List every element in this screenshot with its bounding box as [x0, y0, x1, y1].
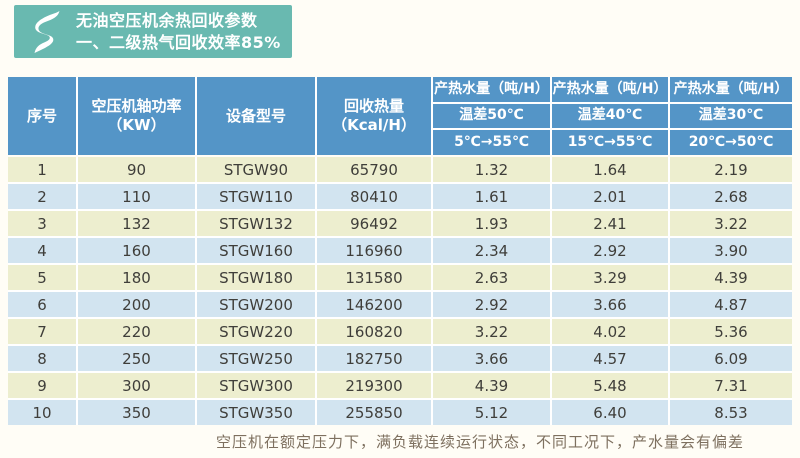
table-cell-w50: 1.32 [433, 157, 550, 182]
table-cell-model: STGW160 [197, 238, 315, 263]
table-cell-power: 180 [78, 265, 195, 290]
table-cell-w30: 2.68 [670, 184, 792, 209]
table-cell-w40: 5.48 [552, 373, 668, 398]
table-cell-heat: 255850 [317, 400, 431, 425]
banner-title-line2: 一、二级热气回收效率85% [76, 32, 281, 52]
table-cell-model: STGW110 [197, 184, 315, 209]
table-cell-heat: 65790 [317, 157, 431, 182]
header-col-power-line2: （KW） [107, 116, 166, 134]
header-col-no: 序号 [8, 77, 76, 155]
table-cell-no: 6 [8, 292, 76, 317]
table-cell-no: 1 [8, 157, 76, 182]
table-cell-power: 90 [78, 157, 195, 182]
header-col-model: 设备型号 [197, 77, 315, 155]
header-water50-diff: 温差50℃ [433, 104, 550, 128]
header-col-power: 空压机轴功率 （KW） [78, 77, 195, 155]
table-cell-w50: 3.22 [433, 319, 550, 344]
table-cell-w40: 3.29 [552, 265, 668, 290]
table-cell-no: 10 [8, 400, 76, 425]
header-col-heat-line1: 回收热量 [343, 97, 404, 116]
table-cell-heat: 219300 [317, 373, 431, 398]
table-cell-no: 7 [8, 319, 76, 344]
table-cell-w30: 5.36 [670, 319, 792, 344]
banner-title-line1: 无油空压机余热回收参数 [76, 11, 258, 31]
table-cell-w30: 8.53 [670, 400, 792, 425]
table-body: 1 90 STGW90 65790 1.32 1.64 2.19 2 110 STGW110 804… [8, 157, 792, 425]
table-cell-w50: 5.12 [433, 400, 550, 425]
table-cell-w30: 7.31 [670, 373, 792, 398]
header-col-heat: 回收热量 （Kcal/H） [317, 77, 431, 155]
table-cell-no: 5 [8, 265, 76, 290]
table-cell-w50: 1.61 [433, 184, 550, 209]
table-cell-w40: 2.01 [552, 184, 668, 209]
table-cell-w50: 2.63 [433, 265, 550, 290]
table-cell-w30: 4.87 [670, 292, 792, 317]
table-cell-w30: 4.39 [670, 265, 792, 290]
table-cell-w40: 2.92 [552, 238, 668, 263]
table-cell-model: STGW350 [197, 400, 315, 425]
table-cell-model: STGW250 [197, 346, 315, 371]
table-cell-no: 3 [8, 211, 76, 236]
table-cell-w30: 6.09 [670, 346, 792, 371]
header-col-model-label: 设备型号 [225, 106, 286, 125]
table-cell-model: STGW300 [197, 373, 315, 398]
table-cell-w30: 3.90 [670, 238, 792, 263]
header-water50-range: 5℃→55℃ [433, 130, 550, 155]
table-cell-no: 2 [8, 184, 76, 209]
header-col-heat-line2: （Kcal/H） [332, 116, 416, 134]
table-cell-power: 220 [78, 319, 195, 344]
table-cell-power: 200 [78, 292, 195, 317]
table-cell-heat: 96492 [317, 211, 431, 236]
table-cell-heat: 116960 [317, 238, 431, 263]
table-cell-model: STGW220 [197, 319, 315, 344]
table-cell-no: 4 [8, 238, 76, 263]
table-cell-w30: 2.19 [670, 157, 792, 182]
table-cell-heat: 131580 [317, 265, 431, 290]
header-water40-title: 产热水量（吨/H） [552, 77, 668, 102]
header-col-power-line1: 空压机轴功率 [91, 97, 182, 116]
header-water30-diff: 温差30℃ [670, 104, 792, 128]
header-water30-title: 产热水量（吨/H） [670, 77, 792, 102]
table-cell-w40: 4.02 [552, 319, 668, 344]
table-cell-w50: 2.92 [433, 292, 550, 317]
heat-recovery-table: 序号 空压机轴功率 （KW） 设备型号 回收热量 （Kcal/H） 产热水量（吨… [8, 77, 792, 425]
header-col-no-label: 序号 [26, 106, 57, 125]
table-cell-power: 300 [78, 373, 195, 398]
table-cell-no: 8 [8, 346, 76, 371]
table-cell-power: 250 [78, 346, 195, 371]
table-cell-power: 132 [78, 211, 195, 236]
table-cell-w50: 1.93 [433, 211, 550, 236]
header-water50-title: 产热水量（吨/H） [433, 77, 550, 102]
title-banner: 无油空压机余热回收参数 一、二级热气回收效率85% [14, 5, 292, 58]
header-water40-diff: 温差40℃ [552, 104, 668, 128]
table-cell-model: STGW180 [197, 265, 315, 290]
table-cell-power: 160 [78, 238, 195, 263]
header-water30-range: 20℃→50℃ [670, 130, 792, 155]
footnote: 空压机在额定压力下，满负载连续运行状态，不同工况下，产水量会有偏差 [215, 433, 744, 451]
table-cell-heat: 160820 [317, 319, 431, 344]
table-cell-w30: 3.22 [670, 211, 792, 236]
table-cell-model: STGW132 [197, 211, 315, 236]
table-cell-w40: 6.40 [552, 400, 668, 425]
table-cell-heat: 146200 [317, 292, 431, 317]
table-cell-model: STGW200 [197, 292, 315, 317]
table-cell-w40: 2.41 [552, 211, 668, 236]
table-cell-w40: 3.66 [552, 292, 668, 317]
s-swoosh-icon [34, 10, 60, 53]
header-water40-range: 15℃→55℃ [552, 130, 668, 155]
table-header: 序号 空压机轴功率 （KW） 设备型号 回收热量 （Kcal/H） 产热水量（吨… [8, 77, 792, 155]
table-cell-w40: 4.57 [552, 346, 668, 371]
table-cell-w40: 1.64 [552, 157, 668, 182]
table-cell-power: 110 [78, 184, 195, 209]
table-cell-w50: 3.66 [433, 346, 550, 371]
banner-title: 无油空压机余热回收参数 一、二级热气回收效率85% [76, 10, 281, 52]
table-cell-w50: 4.39 [433, 373, 550, 398]
table-cell-heat: 80410 [317, 184, 431, 209]
table-cell-power: 350 [78, 400, 195, 425]
table-cell-model: STGW90 [197, 157, 315, 182]
table-cell-no: 9 [8, 373, 76, 398]
table-cell-w50: 2.34 [433, 238, 550, 263]
table-cell-heat: 182750 [317, 346, 431, 371]
